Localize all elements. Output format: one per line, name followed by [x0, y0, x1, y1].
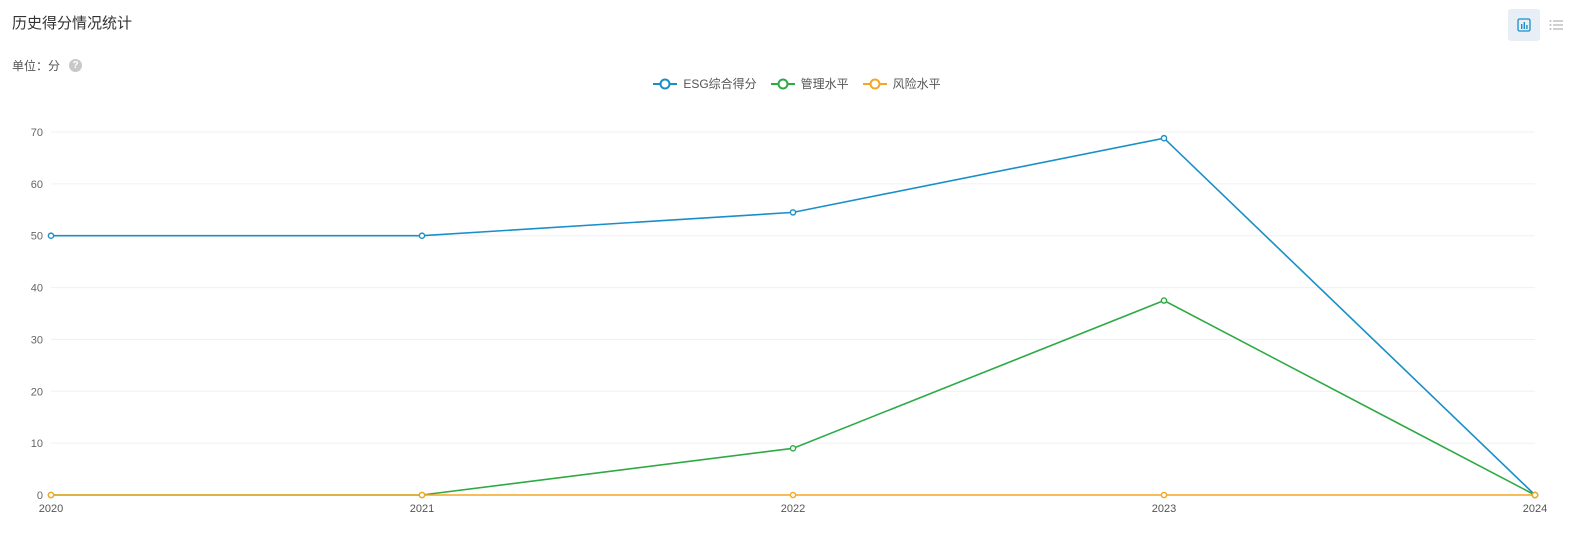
- data-point: [47, 232, 55, 240]
- y-tick-label: 50: [31, 231, 43, 243]
- data-point: [1531, 491, 1539, 499]
- data-point: [47, 491, 55, 499]
- y-tick-label: 20: [31, 386, 43, 398]
- x-tick-label: 2023: [1152, 503, 1176, 515]
- series-line: [51, 137, 1536, 496]
- series-line: [51, 299, 1536, 496]
- x-tick-label: 2024: [1523, 503, 1547, 515]
- question-circle-icon[interactable]: ?: [69, 59, 83, 72]
- data-point: [1160, 297, 1168, 304]
- data-point: [789, 209, 797, 216]
- legend-label: ESG综合得分: [683, 77, 757, 91]
- x-tick-label: 2020: [39, 503, 63, 515]
- view-toggle: [1508, 9, 1572, 41]
- y-tick-label: 70: [31, 127, 43, 139]
- legend-marker-icon: [770, 78, 795, 89]
- y-tick-label: 40: [31, 283, 43, 295]
- legend-label: 风险水平: [892, 77, 941, 91]
- data-point: [1160, 134, 1168, 142]
- chart-legend: ESG综合得分 管理水平 风险水平: [0, 75, 1594, 92]
- unit-row: 单位：分 ?: [12, 57, 83, 74]
- legend-item-management[interactable]: 管理水平: [770, 75, 849, 92]
- y-tick-label: 30: [31, 334, 43, 346]
- data-point: [418, 232, 426, 240]
- data-point: [789, 445, 797, 452]
- legend-marker-icon: [653, 78, 678, 89]
- data-point: [789, 491, 797, 499]
- unit-label: 单位：分: [12, 59, 61, 73]
- list-view-button[interactable]: [1540, 9, 1572, 41]
- page-title: 历史得分情况统计: [12, 15, 133, 32]
- legend-item-risk[interactable]: 风险水平: [862, 75, 941, 92]
- chart-view-button[interactable]: [1508, 9, 1540, 41]
- y-tick-label: 10: [31, 438, 43, 450]
- x-tick-label: 2022: [781, 503, 805, 515]
- legend-item-esg[interactable]: ESG综合得分: [653, 75, 757, 92]
- data-point: [418, 491, 426, 499]
- list-icon: [1549, 20, 1563, 30]
- bar-chart-icon: [1517, 18, 1531, 32]
- legend-label: 管理水平: [800, 77, 849, 91]
- y-tick-label: 0: [37, 490, 43, 502]
- y-tick-label: 60: [31, 179, 43, 191]
- x-tick-label: 2021: [410, 503, 434, 515]
- data-point: [1160, 491, 1168, 499]
- legend-marker-icon: [862, 78, 887, 89]
